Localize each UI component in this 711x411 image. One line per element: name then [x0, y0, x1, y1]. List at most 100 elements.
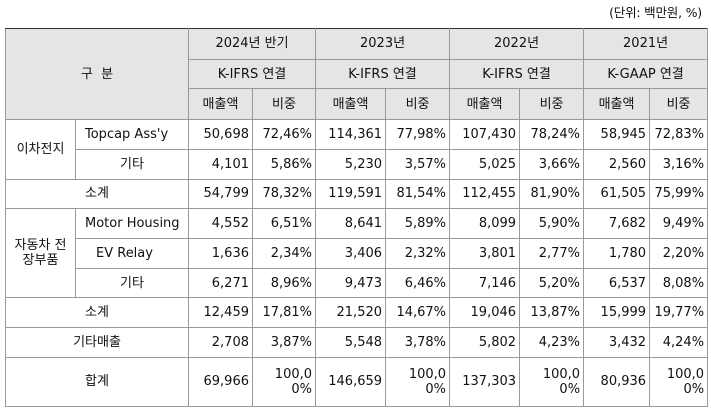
table-cell: 5,20%	[519, 267, 585, 299]
table-row: 기타 6,271 8,96% 9,473 6,46% 7,146 5,20% 6…	[6, 267, 709, 299]
row-item-label: Topcap Ass'y	[75, 119, 189, 150]
table-cell: 9,49%	[649, 208, 709, 239]
table-cell: 15,999	[583, 297, 651, 329]
table-cell: 69,966	[188, 356, 253, 408]
row-item-label: EV Relay	[75, 237, 189, 269]
table-cell: 3,78%	[385, 327, 451, 358]
table-cell: 6,46%	[385, 267, 451, 299]
ratio-line: 100,0 0%	[542, 366, 581, 397]
table-cell: 6,537	[583, 267, 651, 299]
header-sales-2021: 매출액	[583, 88, 651, 121]
table-cell: 78,24%	[519, 119, 585, 150]
table-cell: 12,459	[188, 297, 253, 329]
table-cell: 50,698	[188, 119, 253, 150]
header-period-2022: 2022년	[449, 28, 585, 60]
table-row: 자동차 전장부품 Motor Housing 4,552 6,51% 8,641…	[5, 208, 709, 299]
ratio-line: 100,0 0%	[274, 366, 313, 397]
table-cell-ratio: 100,0 0%	[519, 356, 585, 408]
total-label: 합계	[5, 356, 189, 408]
table-cell: 3,87%	[251, 327, 317, 358]
table-cell: 114,361	[315, 119, 387, 150]
table-cell: 8,08%	[649, 267, 709, 299]
table-cell: 8,96%	[251, 267, 317, 299]
row-item-label: Motor Housing	[75, 208, 189, 239]
header-sales-2024h1: 매출액	[188, 88, 253, 121]
table-cell: 77,98%	[385, 119, 451, 150]
table-cell: 6,51%	[251, 208, 317, 239]
header-standard-2024h1: K-IFRS 연결	[187, 58, 317, 90]
table-cell: 21,520	[315, 297, 387, 329]
table-cell: 78,32%	[251, 178, 317, 210]
header-ratio-2022: 비중	[519, 88, 585, 121]
header-sales-2022: 매출액	[449, 88, 521, 121]
table-cell: 81,90%	[519, 178, 585, 210]
table-cell: 2,32%	[385, 237, 451, 269]
table-cell: 5,86%	[251, 148, 317, 180]
table-cell: 3,66%	[519, 148, 585, 180]
ratio-line: 100,0 0%	[666, 366, 705, 397]
table-cell: 9,473	[315, 267, 387, 299]
table-cell-ratio: 100,0 0%	[649, 356, 709, 408]
table-cell: 2,34%	[251, 237, 317, 269]
subtotal-row: 소계 12,459 17,81% 21,520 14,67% 19,046 13…	[5, 297, 709, 329]
table-cell: 146,659	[315, 356, 387, 408]
table-cell: 137,303	[449, 356, 521, 408]
table-cell: 5,90%	[519, 208, 585, 239]
table-cell: 17,81%	[251, 297, 317, 329]
table-cell: 3,16%	[649, 148, 709, 180]
table-cell: 5,802	[449, 327, 521, 358]
other-sales-label: 기타매출	[5, 327, 189, 358]
table-cell: 72,46%	[251, 119, 317, 150]
table-cell: 7,146	[449, 267, 521, 299]
header-period-2023: 2023년	[315, 28, 451, 60]
table-cell: 2,77%	[519, 237, 585, 269]
header-period-2024h1: 2024년 반기	[187, 28, 317, 60]
table-cell-ratio: 100,0 0%	[385, 356, 451, 408]
table-cell: 7,682	[583, 208, 651, 239]
table-cell: 6,271	[188, 267, 253, 299]
header-ratio-2024h1: 비중	[251, 88, 317, 121]
table-cell: 8,099	[449, 208, 521, 239]
table-cell: 119,591	[315, 178, 387, 210]
subtotal-label: 소계	[5, 297, 189, 329]
table-cell: 4,101	[188, 148, 253, 180]
table-cell: 5,230	[315, 148, 387, 180]
table-cell: 19,77%	[649, 297, 709, 329]
subtotal-label: 소계	[5, 178, 189, 210]
table-cell: 4,23%	[519, 327, 585, 358]
table-row: 기타 4,101 5,86% 5,230 3,57% 5,025 3,66% 2…	[6, 148, 709, 180]
table-cell-ratio: 100,0 0%	[251, 356, 317, 408]
table-cell: 4,24%	[649, 327, 709, 358]
table-cell: 13,87%	[519, 297, 585, 329]
table-cell: 3,432	[583, 327, 651, 358]
row-item-label: 기타	[75, 267, 189, 299]
table-cell: 72,83%	[649, 119, 709, 150]
table-cell: 1,780	[583, 237, 651, 269]
header-ratio-2023: 비중	[385, 88, 451, 121]
group-label-automotive: 자동차 전장부품	[5, 208, 76, 299]
table-cell: 8,641	[315, 208, 387, 239]
table-cell: 3,57%	[385, 148, 451, 180]
header-category: 구 분	[5, 27, 189, 121]
table-cell: 112,455	[449, 178, 521, 210]
header-sales-2023: 매출액	[315, 88, 387, 121]
other-sales-row: 기타매출 2,708 3,87% 5,548 3,78% 5,802 4,23%…	[5, 327, 709, 358]
unit-note: (단위: 백만원, %)	[609, 5, 702, 20]
table-cell: 14,67%	[385, 297, 451, 329]
header-period-2021: 2021년	[583, 28, 709, 60]
table-cell: 4,552	[188, 208, 253, 239]
table-cell: 2,20%	[649, 237, 709, 269]
header-standard-2022: K-IFRS 연결	[449, 58, 585, 90]
subtotal-row: 소계 54,799 78,32% 119,591 81,54% 112,455 …	[5, 178, 709, 210]
table-cell: 5,025	[449, 148, 521, 180]
sales-breakdown-table: 구 분 2024년 반기 2023년 2022년 2021년 K-IFRS 연결…	[5, 27, 709, 408]
table-cell: 5,548	[315, 327, 387, 358]
header-ratio-2021: 비중	[649, 88, 709, 121]
table-row: EV Relay 1,636 2,34% 3,406 2,32% 3,801 2…	[6, 237, 709, 269]
table-cell: 2,708	[188, 327, 253, 358]
table-cell: 3,801	[449, 237, 521, 269]
table-cell: 3,406	[315, 237, 387, 269]
table-cell: 81,54%	[385, 178, 451, 210]
table-cell: 5,89%	[385, 208, 451, 239]
table-row: 이차전지 Topcap Ass'y 50,698 72,46% 114,361 …	[5, 119, 709, 180]
